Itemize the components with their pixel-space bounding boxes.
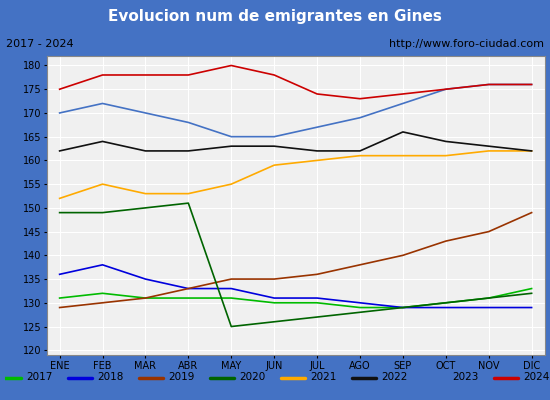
Text: 2020: 2020 (239, 372, 266, 382)
Text: 2017: 2017 (26, 372, 53, 382)
Text: 2023: 2023 (453, 372, 479, 382)
Text: 2019: 2019 (168, 372, 195, 382)
Text: 2017 - 2024: 2017 - 2024 (6, 39, 73, 49)
Text: 2021: 2021 (311, 372, 337, 382)
Text: 2024: 2024 (524, 372, 550, 382)
Text: http://www.foro-ciudad.com: http://www.foro-ciudad.com (389, 39, 544, 49)
Text: 2022: 2022 (382, 372, 408, 382)
Text: Evolucion num de emigrantes en Gines: Evolucion num de emigrantes en Gines (108, 8, 442, 24)
Text: 2018: 2018 (97, 372, 124, 382)
